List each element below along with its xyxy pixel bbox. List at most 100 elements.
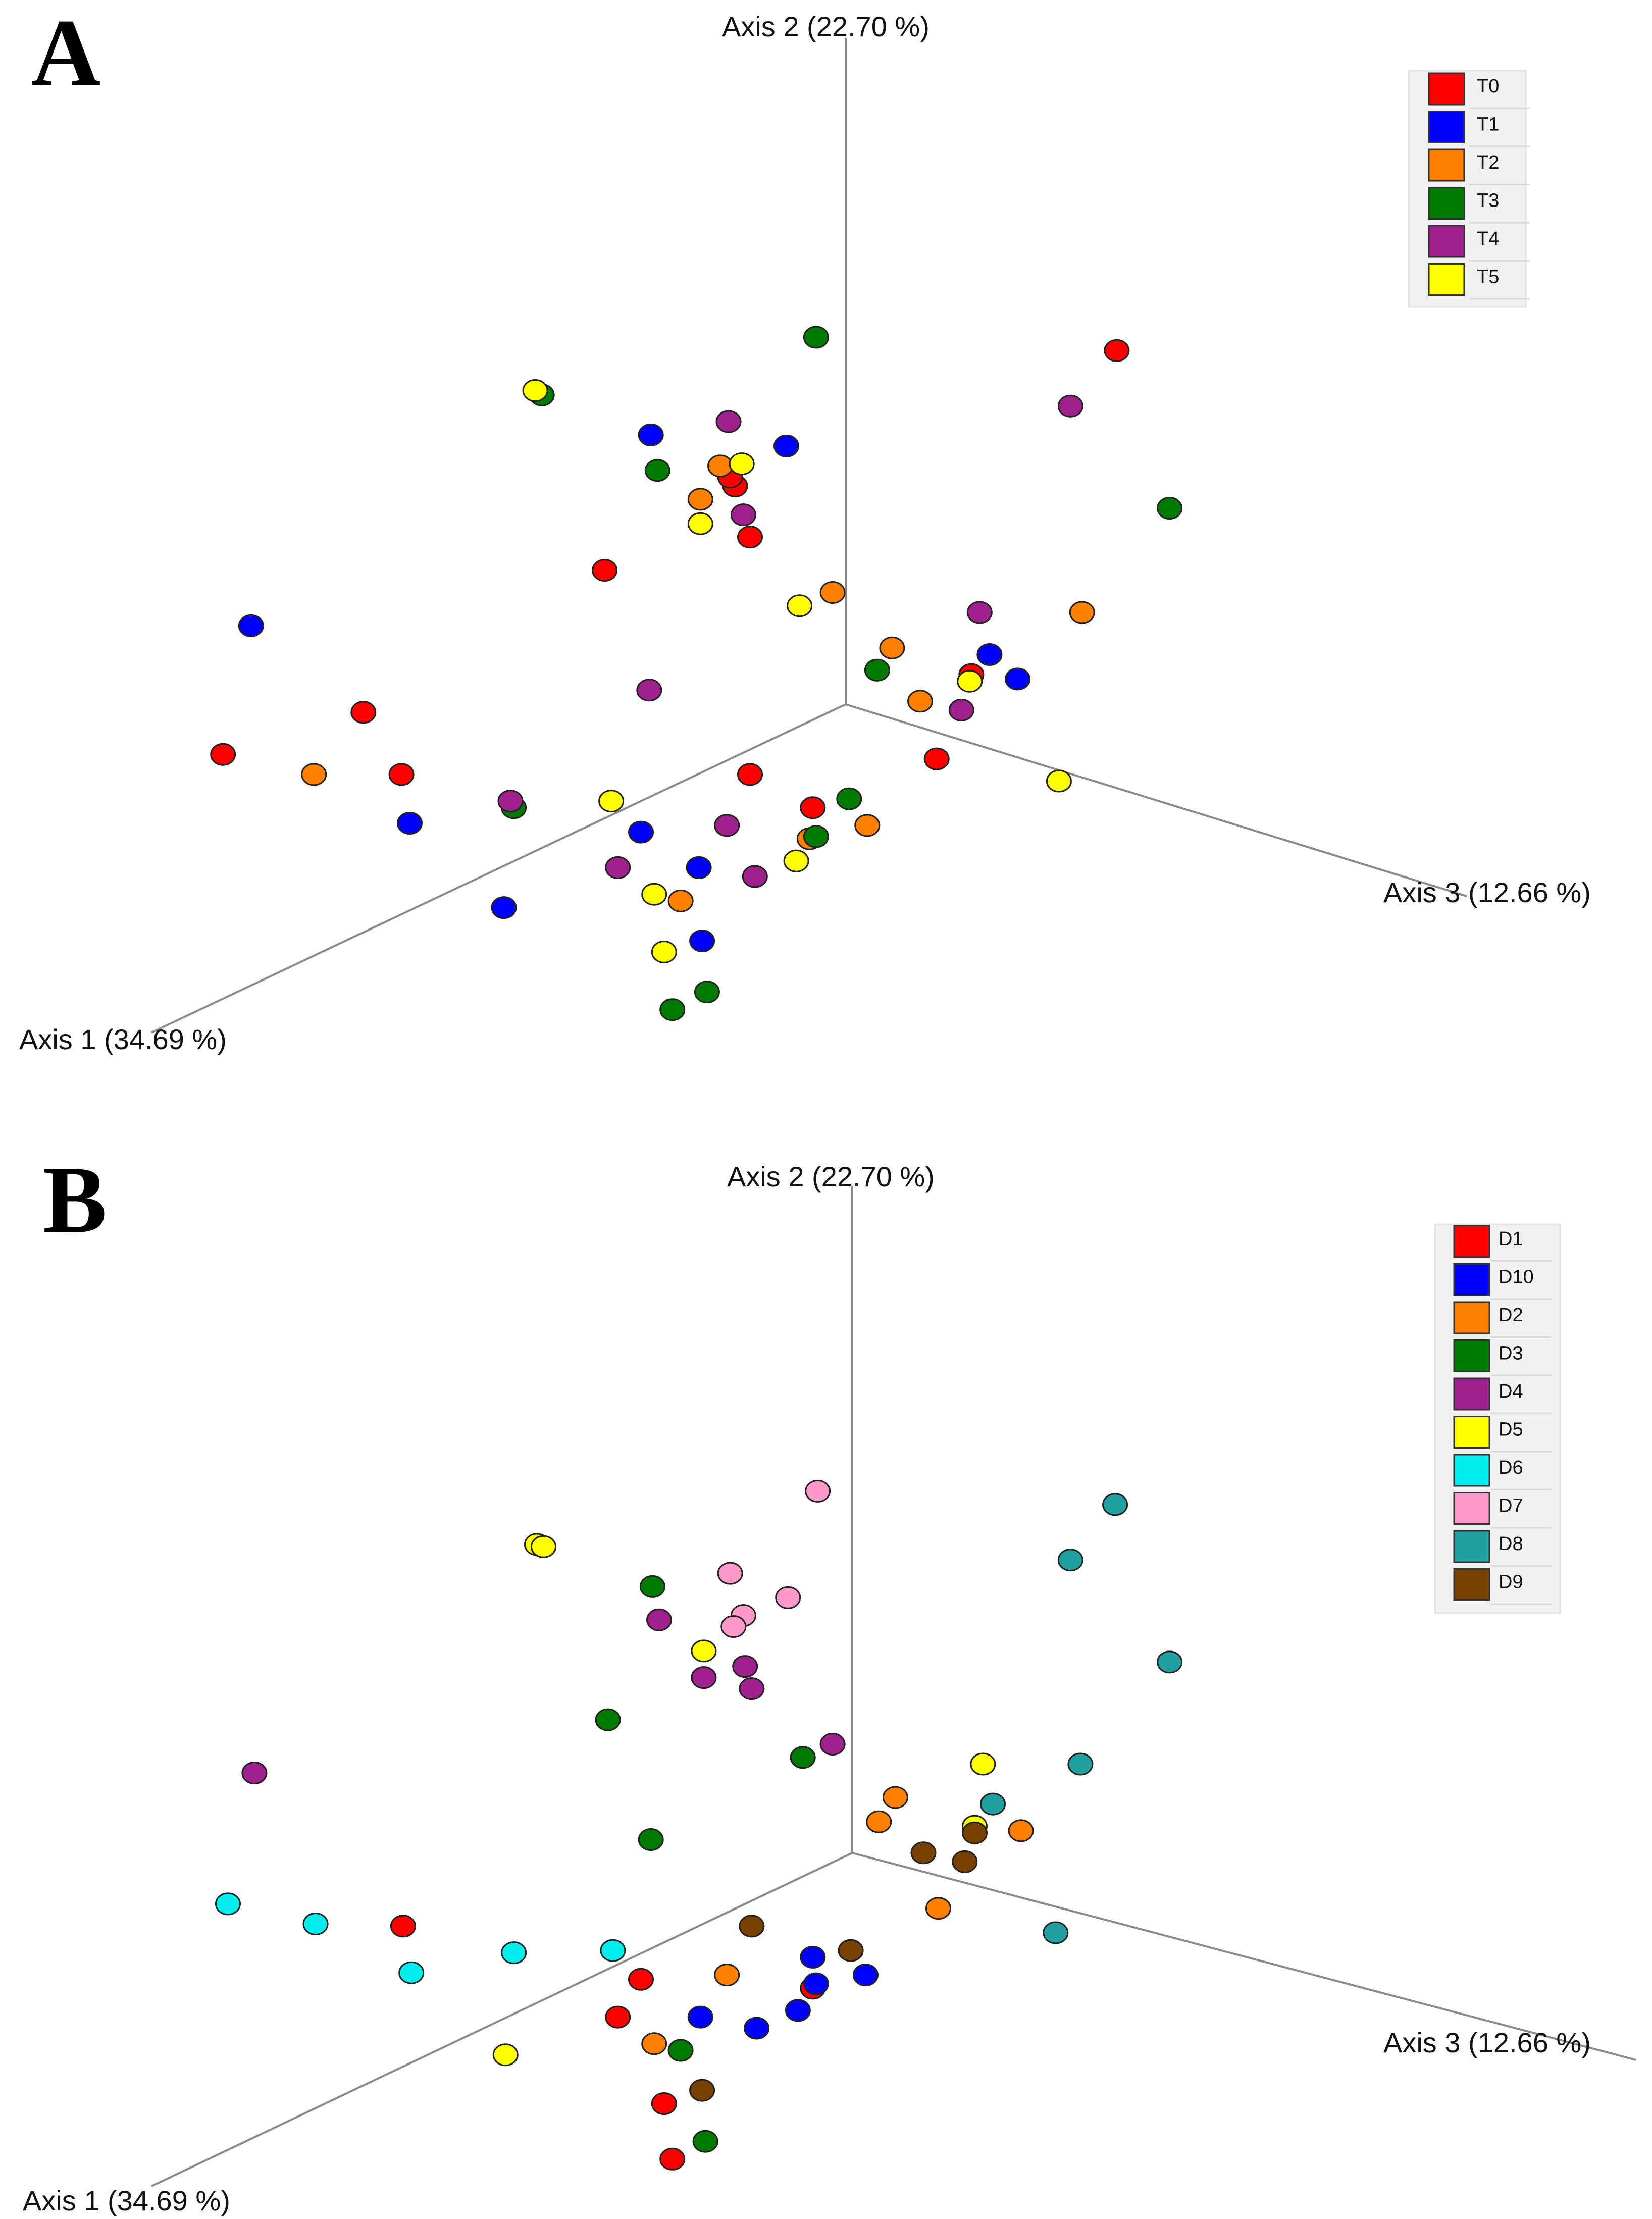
data-point-d5 [970, 1752, 996, 1776]
data-point-t4 [497, 790, 524, 813]
data-point-t3 [803, 825, 829, 848]
data-point-t2 [879, 636, 905, 659]
data-point-d4 [732, 1655, 758, 1678]
legend-items: T0 T1 T2 T3 T4 T5 [1428, 72, 1530, 300]
data-point-d4 [819, 1733, 846, 1756]
legend-label: D6 [1499, 1457, 1523, 1478]
data-point-d7 [717, 1562, 743, 1585]
axis-2-label: Axis 2 (22.70 %) [727, 1161, 935, 1193]
data-point-t1 [976, 643, 1003, 666]
data-point-t2 [687, 488, 713, 511]
data-point-t2 [907, 690, 933, 713]
data-point-d5 [492, 2043, 519, 2067]
data-point-d1 [628, 1968, 654, 1991]
data-point-t1 [773, 434, 799, 457]
data-point-d6 [501, 1941, 527, 1965]
data-point-d9 [838, 1939, 864, 1962]
data-point-d2 [641, 2032, 667, 2055]
legend: T0 T1 T2 T3 T4 T5 [1408, 70, 1530, 308]
legend-swatch [1428, 225, 1465, 258]
legend-swatch [1428, 263, 1465, 296]
data-point-t0 [737, 763, 763, 786]
data-point-t4 [730, 503, 756, 527]
data-point-t1 [1005, 667, 1031, 691]
data-point-d8 [1043, 1921, 1069, 1944]
data-point-d6 [215, 1892, 241, 1916]
legend-item-t5: T5 [1428, 263, 1530, 300]
data-point-t2 [854, 814, 881, 837]
data-point-t4 [948, 698, 974, 721]
data-point-t0 [388, 763, 415, 786]
data-point-t1 [238, 614, 264, 637]
axis-3-label: Axis 3 (12.66 %) [1383, 876, 1591, 908]
data-point-d10 [687, 2005, 713, 2029]
data-point-t5 [787, 594, 813, 617]
data-point-d6 [302, 1913, 329, 1935]
data-point-t3 [644, 459, 670, 482]
data-point-d2 [925, 1897, 951, 1920]
data-point-t5 [1046, 769, 1072, 793]
data-point-t0 [737, 526, 763, 549]
axis-1-label: Axis 1 (34.69 %) [23, 2185, 230, 2216]
data-point-d8 [1067, 1752, 1094, 1776]
data-point-d3 [790, 1746, 816, 1769]
data-point-d10 [785, 1999, 811, 2022]
data-point-t0 [210, 743, 236, 766]
legend-item-t0: T0 [1428, 72, 1530, 109]
legend-label: D1 [1499, 1228, 1523, 1250]
data-point-d8 [1102, 1493, 1128, 1516]
data-point-t4 [636, 679, 662, 702]
legend-swatch [1453, 1454, 1490, 1487]
data-point-d7 [720, 1615, 747, 1638]
legend-label: D5 [1499, 1419, 1523, 1440]
data-point-t2 [301, 763, 327, 786]
legend-item-d3: D3 [1453, 1339, 1552, 1376]
legend-item-t1: T1 [1428, 111, 1530, 147]
legend-swatch [1453, 1225, 1490, 1258]
legend-item-t2: T2 [1428, 148, 1530, 185]
legend-box [1408, 70, 1527, 308]
data-point-t3 [659, 998, 686, 1021]
data-point-d3 [639, 1575, 665, 1598]
legend: D1 D10 D2 D3 D4 D5 D6 D7 D8 D9 [1434, 1223, 1561, 1614]
data-point-t3 [1157, 497, 1183, 520]
data-point-d3 [667, 2039, 694, 2062]
data-point-t1 [397, 812, 423, 835]
data-point-t4 [715, 410, 742, 433]
data-point-d2 [866, 1810, 892, 1833]
data-point-d8 [980, 1792, 1006, 1816]
axis-3-line [845, 703, 1467, 897]
data-point-t1 [491, 896, 517, 919]
data-point-t4 [605, 856, 631, 879]
data-point-t1 [686, 856, 712, 879]
data-point-t5 [687, 512, 713, 535]
data-point-t0 [1104, 339, 1130, 362]
legend-swatch [1428, 72, 1465, 106]
points-layer [215, 1479, 1183, 2171]
legend-swatch [1453, 1301, 1490, 1334]
data-point-t3 [864, 658, 890, 682]
data-point-d6 [600, 1939, 626, 1962]
axis-1-line [151, 703, 846, 1034]
legend-item-t3: T3 [1428, 187, 1530, 224]
data-point-t5 [783, 849, 809, 872]
axis-3-label: Axis 3 (12.66 %) [1383, 2027, 1591, 2058]
data-point-d1 [605, 2005, 631, 2029]
data-point-t5 [957, 669, 983, 693]
legend-item-d7: D7 [1453, 1492, 1552, 1529]
data-point-d8 [1057, 1549, 1083, 1572]
data-point-d10 [853, 1964, 879, 1987]
legend-item-d8: D8 [1453, 1530, 1552, 1567]
panel-b: B Axis 2 (22.70 %) Axis 1 (34.69 %) Axis… [23, 1147, 1636, 2216]
data-point-d1 [659, 2147, 686, 2171]
data-point-d10 [744, 2017, 770, 2040]
legend-swatch [1428, 148, 1465, 182]
data-point-d4 [241, 1762, 268, 1785]
data-point-t1 [628, 820, 654, 844]
data-point-t2 [819, 581, 846, 604]
legend-label: T2 [1477, 152, 1499, 173]
data-point-t1 [689, 930, 715, 952]
data-point-t2 [707, 454, 734, 478]
data-point-d3 [692, 2130, 718, 2153]
data-point-t4 [966, 601, 993, 624]
